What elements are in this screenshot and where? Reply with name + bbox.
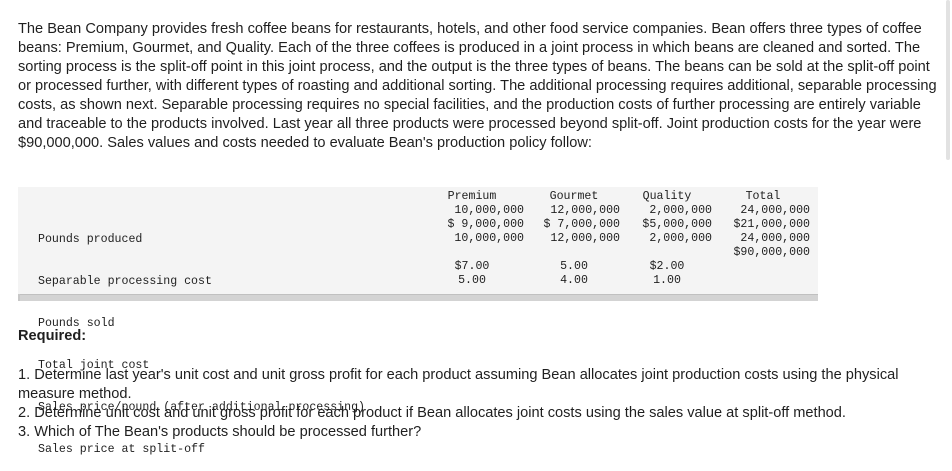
cell (716, 260, 810, 274)
cell (420, 246, 524, 260)
column-header-quality: Quality (642, 190, 692, 203)
cell: 12,000,000 (550, 232, 620, 245)
cell: 24,000,000 (740, 232, 810, 245)
question-1: 1. Determine last year's unit cost and u… (18, 367, 899, 402)
cell: 1.00 (653, 274, 681, 287)
question-2: 2. Determine unit cost and unit gross pr… (18, 405, 846, 421)
table-rule-edge (18, 294, 20, 301)
cell (528, 246, 620, 260)
cell: $90,000,000 (733, 246, 810, 259)
column-premium: Premium 10,000,000 $ 9,000,000 10,000,00… (420, 190, 524, 288)
cell (622, 246, 712, 260)
data-table (18, 187, 818, 301)
cell: $7.00 (454, 260, 490, 273)
cell: $21,000,000 (733, 218, 810, 231)
cell (716, 274, 810, 288)
column-header-gourmet: Gourmet (549, 190, 599, 203)
column-header-premium: Premium (447, 190, 497, 203)
cell: 2,000,000 (649, 232, 712, 245)
row-label-separable-cost: Separable processing cost (38, 275, 212, 288)
table-row-labels: Pounds produced Separable processing cos… (38, 205, 365, 471)
cell: $ 7,000,000 (543, 218, 620, 231)
row-label-total-joint-cost: Total joint cost (38, 359, 150, 372)
column-gourmet: Gourmet 12,000,000 $ 7,000,000 12,000,00… (528, 190, 620, 288)
cell: $ 9,000,000 (447, 218, 524, 231)
cell: $2.00 (649, 260, 685, 273)
row-label-sales-price-after: Sales price/pound (after additional proc… (38, 401, 365, 414)
row-label-pounds-produced: Pounds produced (38, 233, 143, 246)
required-heading: Required: (18, 328, 87, 344)
column-total: Total 24,000,000 $21,000,000 24,000,000 … (716, 190, 810, 288)
question-3: 3. Which of The Bean's products should b… (18, 424, 422, 440)
problem-intro: The Bean Company provides fresh coffee b… (18, 21, 937, 151)
cell: 10,000,000 (454, 204, 524, 217)
row-label-sales-price-splitoff: Sales price at split-off (38, 443, 205, 456)
row-label-pounds-sold: Pounds sold (38, 317, 115, 330)
column-header-total: Total (745, 190, 781, 203)
column-quality: Quality 2,000,000 $5,000,000 2,000,000 $… (622, 190, 712, 288)
cell: $5,000,000 (642, 218, 712, 231)
table-bottom-rule (18, 294, 818, 301)
cell: 5.00 (458, 274, 486, 287)
cell: 12,000,000 (550, 204, 620, 217)
cell: 5.00 (560, 260, 588, 273)
cell: 2,000,000 (649, 204, 712, 217)
cell: 24,000,000 (740, 204, 810, 217)
scrollbar[interactable] (946, 0, 950, 160)
cell: 4.00 (560, 274, 588, 287)
questions-list: 1. Determine last year's unit cost and u… (18, 366, 938, 442)
cell: 10,000,000 (454, 232, 524, 245)
